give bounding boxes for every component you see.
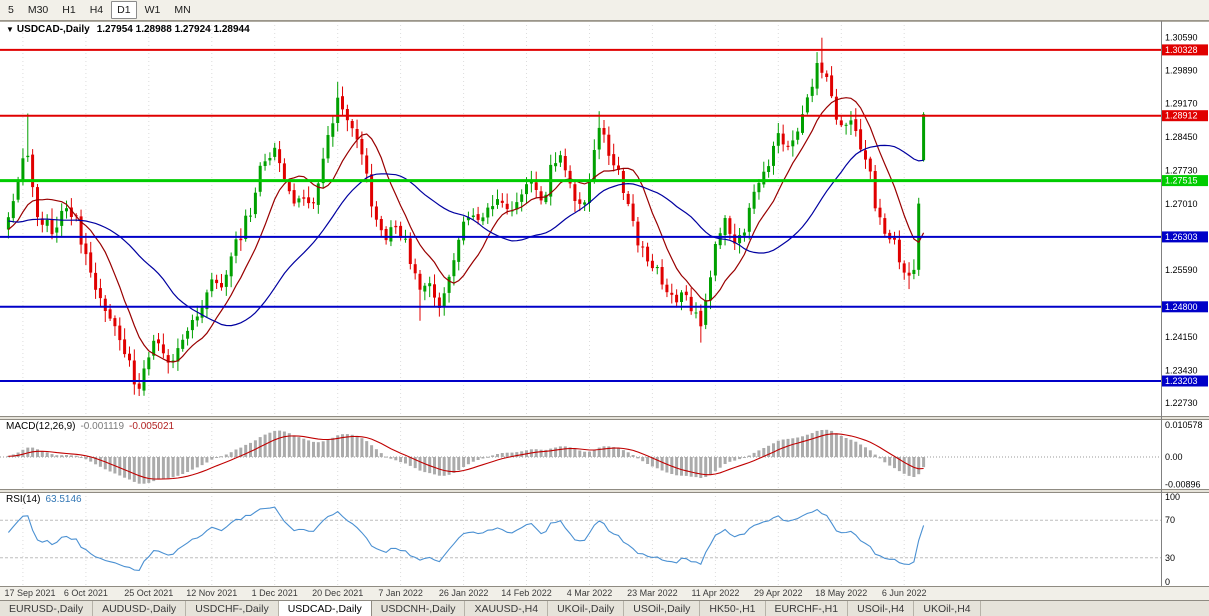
- timeframe-button-w1[interactable]: W1: [144, 4, 161, 16]
- timeframe-button-h4[interactable]: H4: [89, 4, 104, 16]
- price-tick-label: 1.29170: [1165, 99, 1198, 109]
- svg-text:1.23203: 1.23203: [1165, 376, 1198, 386]
- date-label: 17 Sep 2021: [4, 588, 55, 598]
- price-scale: 1.30590 1.29890 1.29170 1.28450 1.27730 1.270…: [1162, 33, 1208, 587]
- rsi-line: [7, 506, 925, 571]
- tab-xauusd-h4[interactable]: XAUUSD-,H4: [465, 601, 549, 616]
- svg-text:1.26303: 1.26303: [1165, 232, 1198, 242]
- date-label: 12 Nov 2021: [186, 588, 237, 598]
- timeframe-button-d1[interactable]: D1: [111, 1, 137, 19]
- tab-usdchf-daily[interactable]: USDCHF-,Daily: [186, 601, 279, 616]
- svg-text:1.27515: 1.27515: [1165, 176, 1198, 186]
- rsi-scale-label: 0: [1165, 577, 1170, 587]
- price-tick-label: 1.30590: [1165, 33, 1198, 43]
- price-tick-label: 1.28450: [1165, 132, 1198, 142]
- chart-canvas[interactable]: 1.30590 1.29890 1.29170 1.28450 1.27730 1.270…: [0, 21, 1209, 600]
- price-tick-label: 1.27730: [1165, 166, 1198, 176]
- timeframe-button-mn[interactable]: MN: [174, 4, 191, 16]
- tab-hk50-h1[interactable]: HK50-,H1: [700, 601, 766, 616]
- price-tick-label: 1.25590: [1165, 265, 1198, 275]
- time-axis: 17 Sep 2021 6 Oct 2021 25 Oct 2021 12 Nov 2…: [4, 588, 926, 598]
- ma-line-10: [8, 97, 925, 363]
- price-badge-1.28912: [1162, 110, 1208, 122]
- date-label: 7 Jan 2022: [378, 588, 423, 598]
- price-tick-label: 1.27010: [1165, 199, 1198, 209]
- timeframe-button-h1[interactable]: H1: [62, 4, 76, 16]
- date-label: 26 Jan 2022: [439, 588, 489, 598]
- date-label: 23 Mar 2022: [627, 588, 678, 598]
- macd-signal-line: [8, 433, 924, 480]
- time-axis-background: [0, 586, 1209, 600]
- date-label: 25 Oct 2021: [124, 588, 173, 598]
- svg-text:1.30328: 1.30328: [1165, 45, 1198, 55]
- tab-eurusd-daily[interactable]: EURUSD-,Daily: [0, 601, 94, 616]
- tab-ukoil-h4[interactable]: UKOil-,H4: [914, 601, 981, 616]
- tab-ukoil-daily[interactable]: UKOil-,Daily: [548, 601, 625, 616]
- price-badge-1.24800: [1162, 301, 1208, 313]
- tab-audusd-daily[interactable]: AUDUSD-,Daily: [93, 601, 187, 616]
- timeframe-button-m30[interactable]: M30: [27, 4, 49, 16]
- rsi-scale-label: 100: [1165, 492, 1180, 502]
- price-badge-1.26303: [1162, 231, 1208, 243]
- date-label: 6 Jun 2022: [882, 588, 927, 598]
- price-tick-label: 1.29890: [1165, 65, 1198, 75]
- rsi-panel: [0, 506, 1161, 571]
- timeframe-button-5[interactable]: 5: [8, 4, 14, 16]
- price-tick-label: 1.23430: [1165, 366, 1198, 376]
- price-badge-1.27515: [1162, 175, 1208, 187]
- tab-usoil-h4[interactable]: USOil-,H4: [848, 601, 915, 616]
- panel-separator-rsi[interactable]: [0, 488, 1209, 492]
- price-badge-1.30328: [1162, 44, 1208, 56]
- chart-area[interactable]: 1.30590 1.29890 1.29170 1.28450 1.27730 1.270…: [0, 21, 1209, 600]
- chart-tabs-bar: EURUSD-,Daily AUDUSD-,Daily USDCHF-,Daily U…: [0, 600, 1209, 616]
- date-label: 29 Apr 2022: [754, 588, 803, 598]
- tab-usdcnh-daily[interactable]: USDCNH-,Daily: [372, 601, 466, 616]
- macd-panel: [0, 429, 1161, 484]
- tab-eurchf-h1[interactable]: EURCHF-,H1: [766, 601, 849, 616]
- timeframe-toolbar: 5 M30 H1 H4 D1 W1 MN: [0, 0, 1209, 21]
- chart-background: [0, 21, 1209, 600]
- price-tick-label: 1.22730: [1165, 398, 1198, 408]
- tab-usdcad-daily[interactable]: USDCAD-,Daily: [278, 601, 372, 616]
- macd-scale-label: 0.00: [1165, 452, 1183, 462]
- price-tick-label: 1.24150: [1165, 332, 1198, 342]
- tab-usoil-daily[interactable]: USOil-,Daily: [624, 601, 701, 616]
- rsi-scale-label: 30: [1165, 553, 1175, 563]
- candles-group: [6, 37, 926, 396]
- date-label: 6 Oct 2021: [64, 588, 108, 598]
- svg-text:1.24800: 1.24800: [1165, 302, 1198, 312]
- panel-separator-macd[interactable]: [0, 415, 1209, 419]
- macd-scale-label: -0.00896: [1165, 479, 1201, 489]
- svg-text:1.28912: 1.28912: [1165, 111, 1198, 121]
- macd-scale-label: 0.010578: [1165, 420, 1203, 430]
- date-label: 18 May 2022: [815, 588, 867, 598]
- date-label: 11 Apr 2022: [691, 588, 739, 598]
- date-label: 1 Dec 2021: [252, 588, 298, 598]
- price-badge-1.23203: [1162, 375, 1208, 387]
- date-label: 4 Mar 2022: [567, 588, 613, 598]
- ma-line-30: [8, 144, 924, 327]
- date-label: 14 Feb 2022: [501, 588, 552, 598]
- date-label: 20 Dec 2021: [312, 588, 363, 598]
- rsi-scale-label: 70: [1165, 515, 1175, 525]
